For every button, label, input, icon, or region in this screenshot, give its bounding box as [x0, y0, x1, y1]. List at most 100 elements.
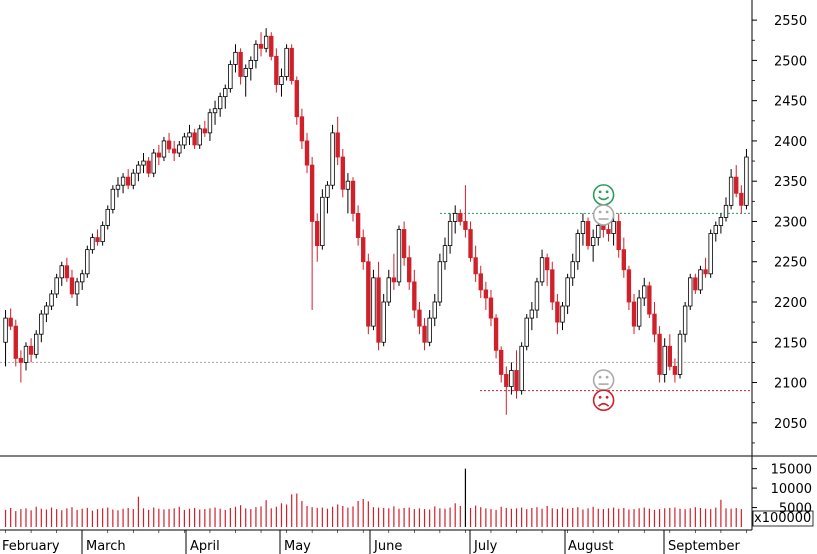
candle-body [64, 265, 70, 279]
candle-body [463, 221, 468, 230]
candle-body [498, 349, 504, 375]
candle-body [585, 221, 591, 247]
candle-body [350, 180, 356, 214]
candle-body [442, 245, 448, 263]
candle-body [166, 140, 172, 150]
candle-body [626, 269, 632, 303]
price-tick-label: 2050 [774, 417, 807, 432]
candle-body [739, 192, 744, 206]
month-label: June [373, 539, 402, 554]
candle-body [294, 80, 299, 118]
candle-body [289, 47, 294, 81]
candle-body [422, 325, 427, 343]
candle-body [519, 345, 524, 391]
candle-body [248, 59, 254, 69]
price-tick-label: 2350 [774, 175, 807, 190]
candle-body [274, 55, 279, 85]
candle-body [304, 140, 310, 166]
candle-body [473, 257, 478, 275]
candle-body [223, 88, 228, 98]
candle-body [734, 176, 739, 194]
price-axis: 2050 2100 2150 2200 2250 2300 2350 2400 2450 2500… [752, 14, 807, 444]
candle-body [636, 297, 642, 327]
candle-body [539, 257, 545, 283]
candle-body [345, 180, 351, 190]
candle-body [570, 261, 575, 279]
candle-body [667, 345, 672, 367]
candle-body [146, 160, 151, 174]
candle-body [39, 313, 44, 335]
candle-body [437, 261, 443, 303]
candle-body [105, 208, 110, 226]
candle-body [309, 164, 315, 222]
volume-bars [4, 468, 742, 527]
price-tick-label: 2250 [774, 256, 807, 271]
candle-body [212, 108, 218, 114]
candle-body [407, 257, 412, 283]
candle-body [18, 357, 24, 363]
candle-body [69, 277, 75, 295]
candle-body [386, 277, 391, 303]
candle-body [54, 277, 59, 295]
candle-body [616, 221, 621, 251]
candle-body [427, 317, 432, 343]
candle-body [361, 237, 366, 263]
candle-body [13, 325, 18, 359]
candle-body [335, 132, 340, 158]
candle-body [483, 289, 489, 299]
candle-body [621, 249, 627, 271]
month-label: April [190, 539, 220, 554]
candle-body [611, 221, 616, 234]
candle-body [253, 43, 259, 61]
candle-body [217, 96, 223, 110]
candle-body [258, 43, 264, 49]
candle-body [458, 213, 463, 222]
candle-body [320, 196, 325, 247]
candle-body [713, 225, 718, 234]
candle-body [580, 221, 586, 234]
candle-body [85, 249, 90, 275]
candle-body [718, 217, 724, 226]
candle-body [315, 221, 320, 247]
price-tick-label: 2150 [774, 336, 807, 351]
sad-face-icon [592, 389, 615, 412]
price-tick-label: 2500 [774, 54, 807, 69]
candle-body [453, 213, 458, 222]
candle-body [468, 229, 473, 259]
candle-body [59, 265, 64, 279]
candle-body [488, 297, 494, 319]
month-label: May [284, 539, 311, 554]
candle-body [28, 345, 34, 355]
candle-body [606, 229, 611, 234]
candle-body [631, 301, 637, 327]
volume-tick-label: 10000 [771, 482, 812, 497]
candle-body [708, 233, 713, 275]
candle-body [371, 277, 376, 327]
candle-body [514, 370, 519, 391]
candle-body [366, 261, 371, 327]
candle-body [171, 148, 177, 154]
candle-body [703, 269, 708, 275]
candle-body [493, 317, 499, 351]
candle-body [524, 317, 529, 347]
candle-body [325, 184, 330, 198]
candle-body [596, 225, 601, 238]
candle-body [560, 305, 565, 323]
candle-body [187, 132, 192, 138]
candle-body [432, 301, 437, 319]
candle-body [728, 176, 734, 206]
candle-body [192, 132, 197, 146]
candle-body [299, 116, 305, 142]
candle-body [550, 269, 555, 303]
candle-body [182, 136, 187, 146]
candle-body [161, 140, 167, 158]
candle-body [243, 68, 248, 77]
candle-body [74, 281, 80, 295]
candle-body [131, 172, 136, 186]
candle-body [284, 47, 289, 77]
candle-body [238, 51, 243, 77]
candle-body [49, 293, 54, 307]
candle-body [269, 35, 274, 57]
candle-body [228, 64, 233, 89]
